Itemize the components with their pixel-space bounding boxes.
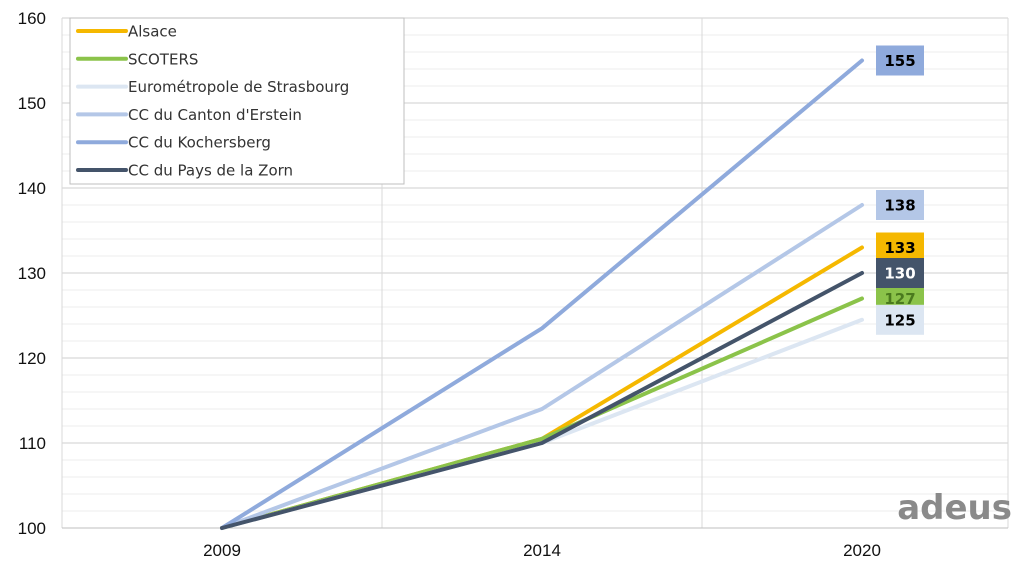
y-tick-label: 110 [19,434,46,453]
y-tick-label: 140 [18,179,46,198]
legend-entry: Alsace [128,23,177,41]
end-label-value: 130 [884,265,915,283]
legend-entry: SCOTERS [128,50,198,68]
end-label-value: 133 [884,239,915,257]
y-tick-label: 160 [18,9,46,28]
legend-entry: Eurométropole de Strasbourg [128,78,349,96]
legend: Alsace SCOTERS Eurométropole de Strasbourg… [69,17,405,185]
x-axis: 2009 2014 2020 [62,527,1008,560]
adeus-logo: adeus [897,488,1012,528]
end-label-box [876,232,924,263]
end-label-box [876,190,924,220]
series-line-cc-du-kochersberg [220,58,864,530]
end-label-box [876,258,924,288]
legend-entry: CC du Canton d'Erstein [128,106,302,124]
end-label-box [876,304,924,335]
y-axis: 100 110 120 130 140 150 160 [18,9,46,538]
end-label-value: 127 [884,290,915,308]
series-lines [220,58,864,530]
end-label-value: 155 [884,52,915,70]
legend-box [69,17,405,185]
end-label-box [876,45,924,76]
series-line-cc-du-canton-d-erstein [220,203,864,530]
x-tick-label: 2020 [843,541,881,560]
y-tick-label: 120 [18,349,46,368]
legend-entry: CC du Pays de la Zorn [128,162,293,180]
y-tick-label: 130 [18,264,46,283]
grid [61,17,1009,529]
legend-entry: CC du Kochersberg [128,134,271,152]
series-line-cc-du-pays-de-la-zorn [220,271,864,530]
x-tick-label: 2014 [523,541,561,560]
series-line-eurom-tropole-de-strasbourg [220,317,864,530]
y-tick-label: 150 [18,94,46,113]
end-label-value: 138 [884,197,915,215]
y-tick-label: 100 [18,519,46,538]
x-tick-label: 2009 [203,541,241,560]
end-labels: 155 138 133 127 130 125 [876,45,924,335]
end-label-value: 125 [884,311,915,329]
